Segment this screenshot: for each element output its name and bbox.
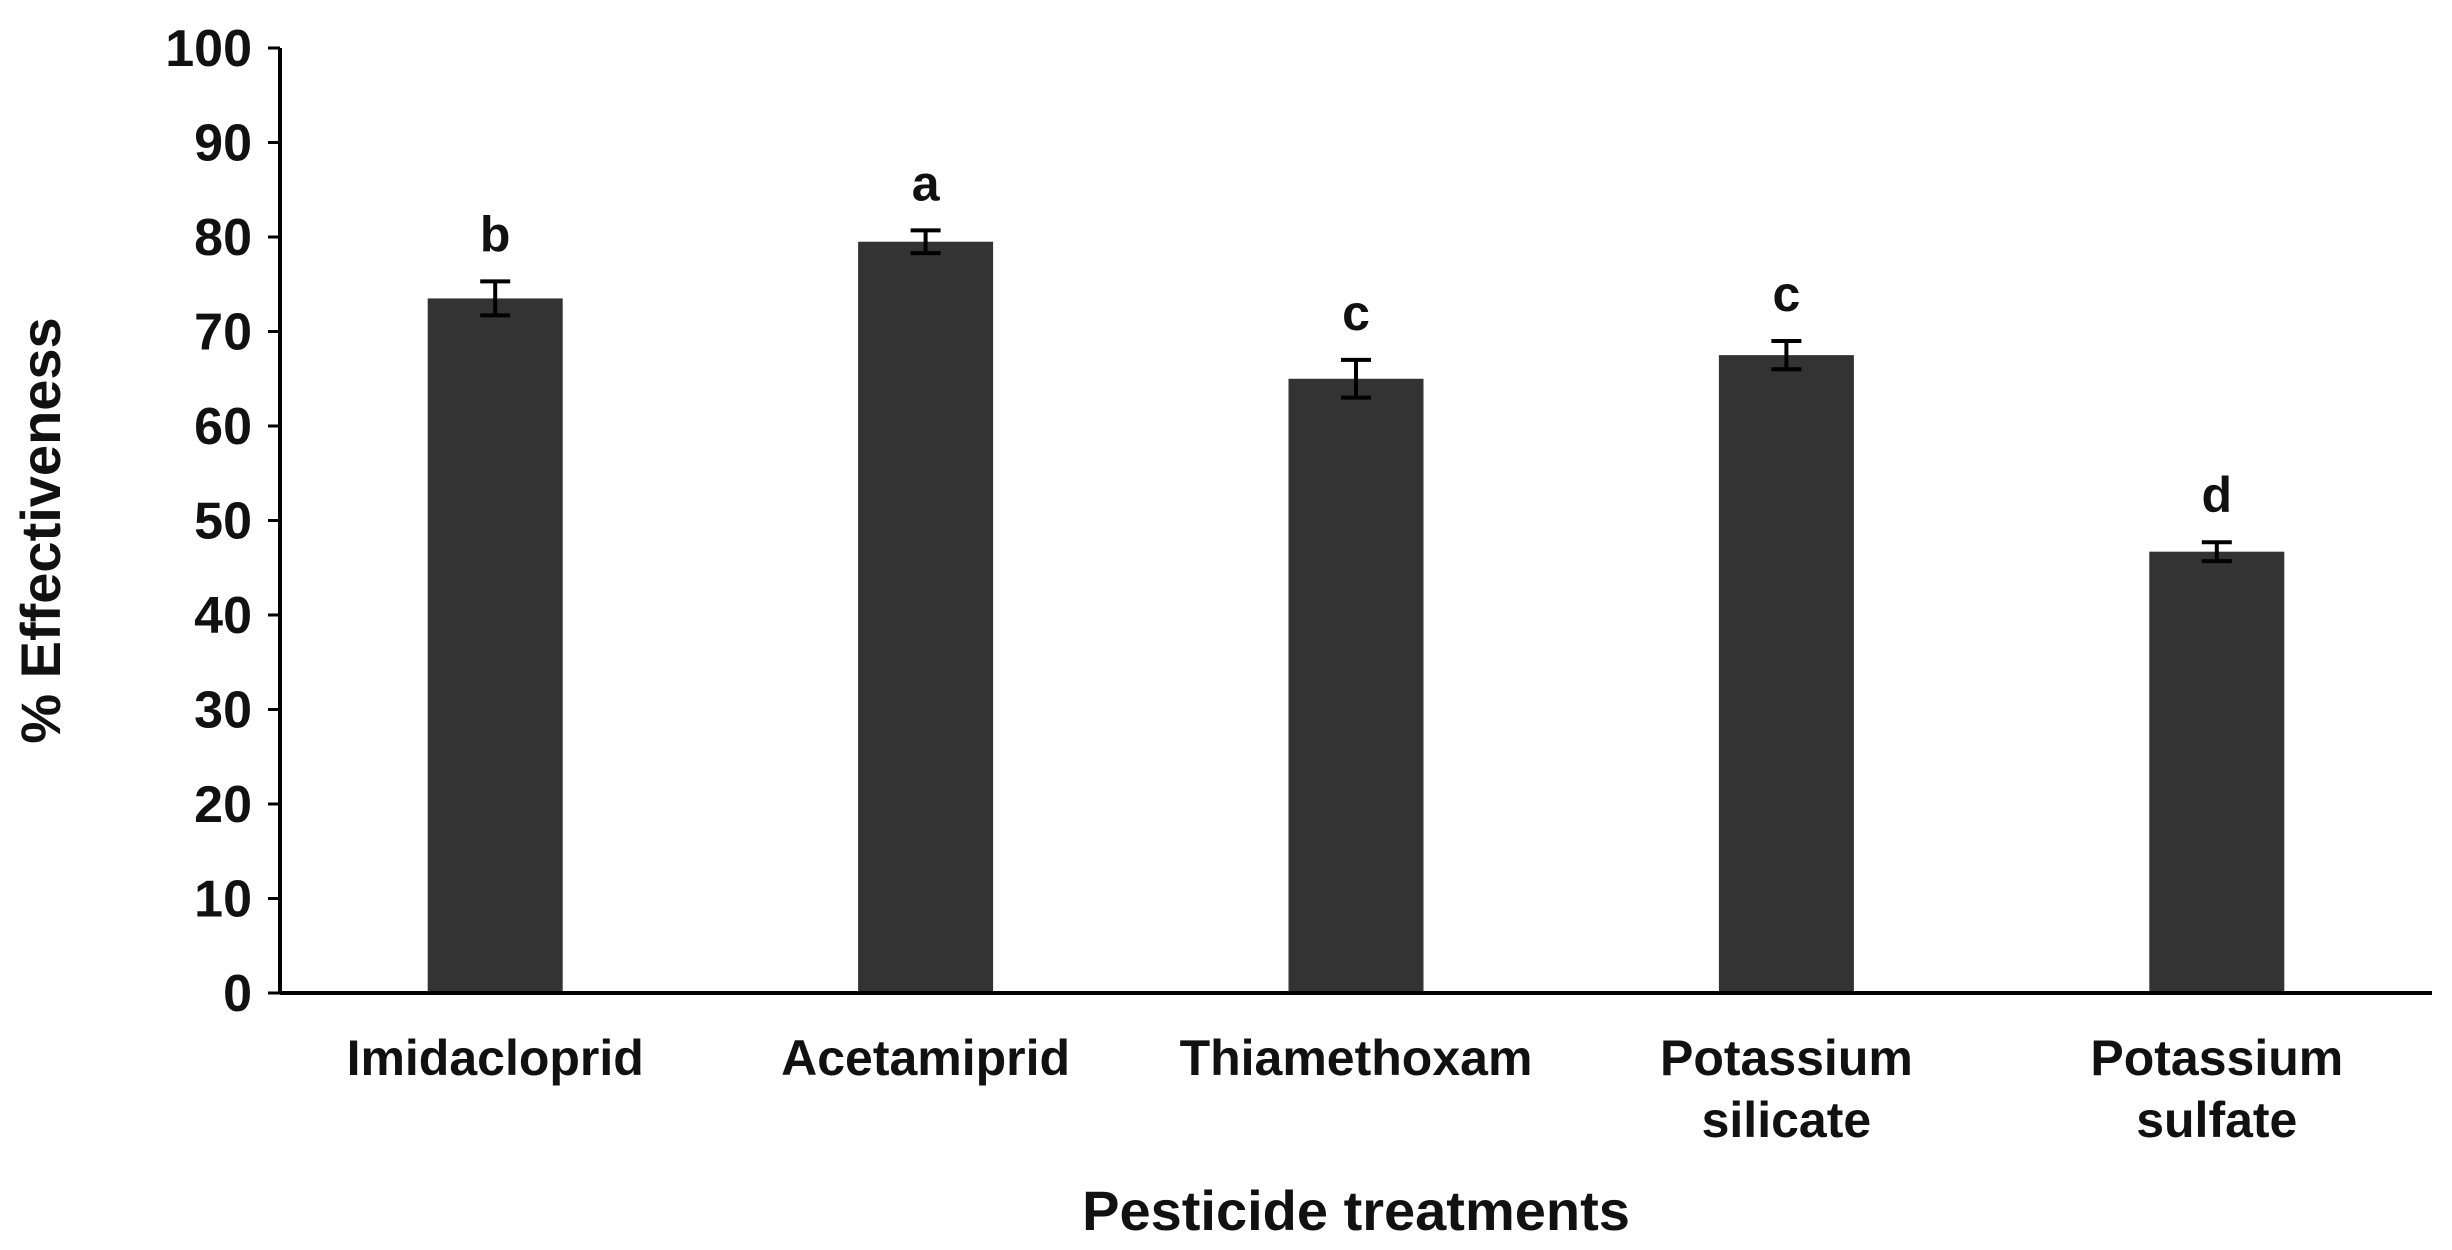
- y-tick-label: 70: [194, 304, 252, 362]
- x-category-label: Thiamethoxam: [1180, 1030, 1533, 1086]
- x-category-label: Potassium sulfate: [2090, 1030, 2343, 1148]
- error-bar: [1341, 357, 1371, 400]
- significance-letter: c: [1772, 266, 1800, 322]
- x-category-label-line: Potassium: [1660, 1030, 1913, 1086]
- y-tick-label: 60: [194, 398, 252, 456]
- x-axis-category-labels: Imidacloprid Acetamiprid Thiamethoxam Potas…: [347, 1030, 2344, 1148]
- x-category-label-line: sulfate: [2136, 1092, 2297, 1148]
- x-category-label-line: Imidacloprid: [347, 1030, 644, 1086]
- y-tick-label: 30: [194, 682, 252, 740]
- significance-labels: b a c c d: [480, 155, 2232, 523]
- error-bar: [910, 228, 941, 256]
- error-bar: [2201, 540, 2232, 564]
- significance-letter: b: [480, 206, 511, 262]
- bar: [1288, 378, 1424, 993]
- x-category-label-line: Thiamethoxam: [1180, 1030, 1533, 1086]
- y-tick-label: 10: [194, 871, 252, 929]
- y-tick-label: 0: [223, 965, 252, 1023]
- significance-letter: a: [912, 155, 941, 211]
- y-tick-label: 50: [194, 493, 252, 551]
- x-category-label: Acetamiprid: [781, 1030, 1070, 1086]
- y-axis-ticks: 0 10 20 30 40 50 60 70 80 90 100: [165, 20, 280, 1023]
- significance-letter: d: [2202, 467, 2233, 523]
- y-axis-title: % Effectiveness: [9, 317, 72, 743]
- x-axis-title: Pesticide treatments: [1082, 1179, 1630, 1242]
- y-tick-label: 20: [194, 776, 252, 834]
- bar: [427, 298, 563, 993]
- error-bars: [480, 228, 2232, 564]
- bar: [2149, 551, 2285, 993]
- x-category-label-line: Acetamiprid: [781, 1030, 1070, 1086]
- significance-letter: c: [1342, 285, 1370, 341]
- y-tick-label: 80: [194, 209, 252, 267]
- x-category-label-line: Potassium: [2090, 1030, 2343, 1086]
- bar: [1718, 355, 1854, 993]
- y-tick-label: 90: [194, 115, 252, 173]
- error-bar: [480, 279, 511, 318]
- x-category-label: Potassium silicate: [1660, 1030, 1913, 1148]
- x-category-label: Imidacloprid: [347, 1030, 644, 1086]
- bars: [427, 241, 2285, 994]
- y-tick-label: 100: [165, 20, 252, 78]
- x-category-label-line: silicate: [1702, 1092, 1872, 1148]
- bar: [858, 241, 994, 994]
- y-tick-label: 40: [194, 587, 252, 645]
- error-bar: [1771, 338, 1802, 372]
